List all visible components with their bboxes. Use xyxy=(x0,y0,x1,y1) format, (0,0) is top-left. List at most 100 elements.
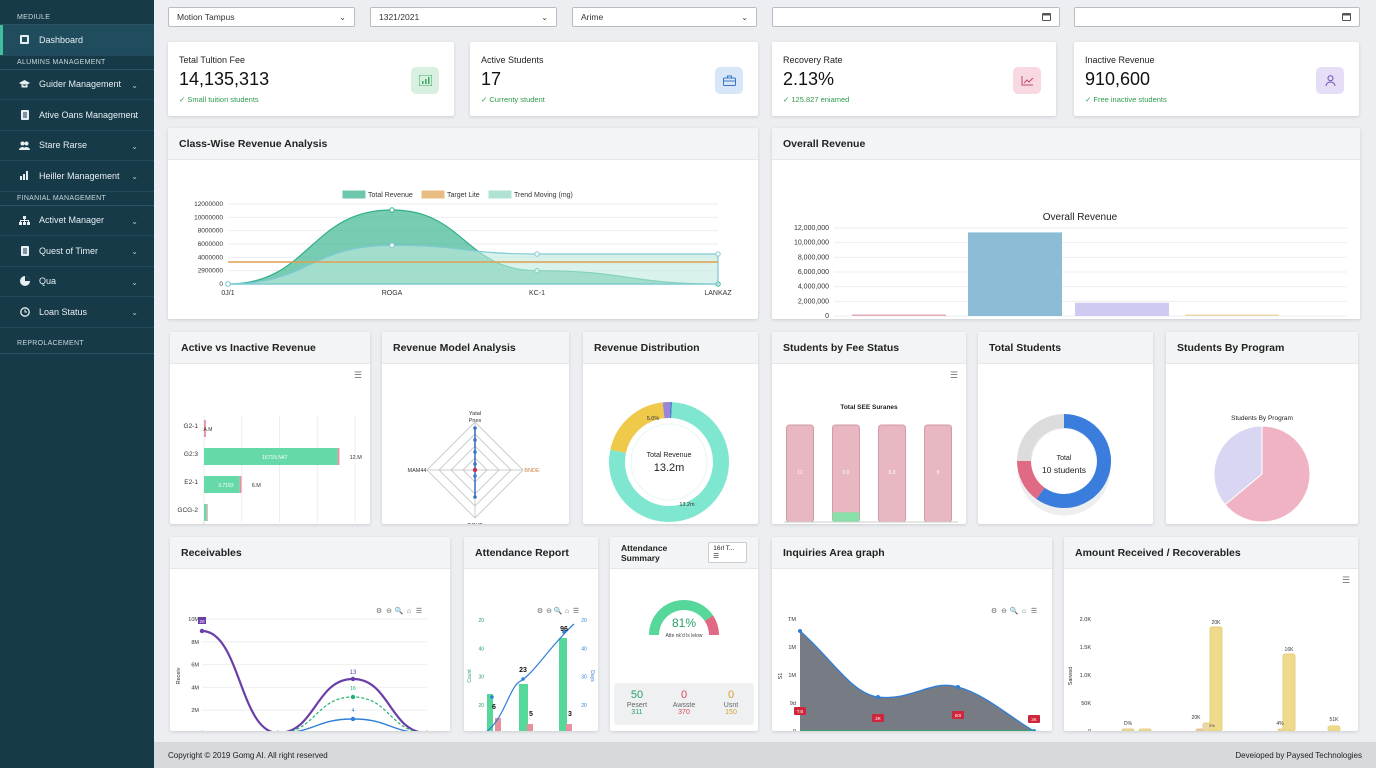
kpi-value: 14,135,313 xyxy=(179,69,270,89)
sidebar-item-loan-status[interactable]: Loan Status ⌄ xyxy=(0,297,154,328)
y-tick-label: GCG-2 xyxy=(177,507,198,514)
donut-slice xyxy=(610,402,665,454)
menu-icon[interactable]: ☰ xyxy=(949,370,958,380)
end-date-input[interactable] xyxy=(1074,7,1360,27)
y-tick-label: 6000000 xyxy=(198,241,224,248)
date-select[interactable]: 1321/2021 ⌄ xyxy=(370,7,557,27)
point-label: 20 xyxy=(199,619,205,624)
sidebar-item-activet[interactable]: Activet Manager ⌄ xyxy=(0,206,154,236)
briefcase-icon xyxy=(715,67,743,94)
campus-select[interactable]: Motion Tampus ⌄ xyxy=(168,7,355,27)
sidebar-item-dashboard[interactable]: Dashboard xyxy=(0,25,154,56)
card-title: Amount Received / Recoverables xyxy=(1064,537,1358,569)
period-dropdown[interactable]: 16rl T... ☰ xyxy=(708,542,747,563)
sidebar-item-qua[interactable]: Qua ⌄ xyxy=(0,267,154,297)
card-title: Overall Revenue xyxy=(772,128,1360,160)
y-axis-label: Count xyxy=(467,669,473,683)
donut-slice xyxy=(609,402,729,522)
sidebar-item-oans[interactable]: Ative Oans Management ⌄ xyxy=(0,100,154,131)
menu-icon[interactable]: ☰ xyxy=(353,370,362,380)
bar-label: 96 xyxy=(560,626,568,633)
gauge-remainder xyxy=(704,615,719,636)
attendance-report-card: Attendance Report ⚙⊖🔍⌂☰20204040303020200… xyxy=(464,537,598,731)
card-title: Inquiries Area graph xyxy=(772,537,1052,569)
toolbar-icon: ☰ xyxy=(573,608,579,615)
check-icon: ✓ xyxy=(1085,95,1092,104)
point-badge xyxy=(198,617,206,624)
y-tick-label: TM xyxy=(788,617,796,623)
y-tick-label: 4M xyxy=(191,685,199,691)
value-label: 20K xyxy=(1212,620,1222,626)
sidebar-item-stare[interactable]: Stare Rarse ⌄ xyxy=(0,131,154,161)
inquiries-area xyxy=(800,631,1034,731)
bar-label: A.M xyxy=(204,427,213,433)
program-select[interactable]: Arime ⌄ xyxy=(572,7,757,27)
data-point xyxy=(350,694,356,700)
present-bar xyxy=(519,684,528,731)
bar-chart-icon xyxy=(411,67,439,94)
sidebar-item-heiller[interactable]: Heiller Management ⌄ xyxy=(0,161,154,192)
chevron-down-icon: ⌄ xyxy=(339,12,346,22)
bar-label: 3.7193 xyxy=(218,483,234,489)
badge-label: 3K xyxy=(1031,717,1037,722)
y-tick-label: G2:3 xyxy=(184,451,198,458)
y-tick-label: E2-1 xyxy=(184,479,198,486)
amount-bar xyxy=(1121,728,1135,731)
chevron-down-icon: ⌄ xyxy=(131,172,138,181)
y-axis-label: Receiv xyxy=(176,667,182,684)
data-point xyxy=(521,677,525,681)
y-tick-label: 10000000 xyxy=(194,214,223,221)
start-date-input[interactable] xyxy=(772,7,1060,27)
active-bar xyxy=(204,448,338,465)
y-tick-label: 8M xyxy=(191,640,199,646)
kpi-subtitle: ✓ Currenty student xyxy=(481,95,545,104)
receivables-card: Receivables ⚙⊖🔍⌂☰10M8M6M4M2M0ReceivJN 1M… xyxy=(170,537,450,731)
active-bar xyxy=(204,476,240,493)
y-axis-label: Sarwed xyxy=(1068,667,1074,686)
y-axis-label: S1 xyxy=(778,673,784,680)
sidebar-item-quest[interactable]: Quest of Timer ⌄ xyxy=(0,236,154,267)
y2-axis-label: Days xyxy=(589,670,595,682)
y2-tick-label: 40 xyxy=(581,646,587,652)
pie-slice xyxy=(1224,425,1311,523)
students-by-program-chart: Students By ProgramIC2 1IC2 1CASS 2 xyxy=(1213,415,1311,523)
attendance-gauge: 81% Atte nk'd ls lelow xyxy=(649,600,719,639)
y-tick-label: 2,000,000 xyxy=(798,298,829,305)
pie-slice xyxy=(1213,425,1263,506)
calendar-icon xyxy=(1342,12,1351,23)
chevron-down-icon: ⌄ xyxy=(131,80,138,90)
y-tick-label: 4000000 xyxy=(198,254,224,261)
chevron-down-icon: ⌄ xyxy=(131,141,138,151)
data-point xyxy=(798,629,802,633)
kpi-value: 2.13% xyxy=(783,69,835,89)
y-tick-label: 10M xyxy=(188,617,199,623)
bar xyxy=(1075,302,1169,316)
sidebar-item-guider[interactable]: Guider Management ⌄ xyxy=(0,70,154,100)
x-tick-label: ROGA xyxy=(382,290,403,297)
kpi-title: Inactive Revenue xyxy=(1085,55,1155,65)
toolbar-icon: ⌂ xyxy=(407,608,411,615)
data-point xyxy=(389,207,395,213)
bar-label: 6 xyxy=(492,704,496,711)
graduation-cap-icon xyxy=(19,79,30,90)
y-tick-label: 6M xyxy=(191,663,199,669)
y-tick-label: 6,000,000 xyxy=(798,269,829,276)
bar xyxy=(852,314,946,316)
inactive-bar xyxy=(337,448,340,465)
y-tick-label: G2-1 xyxy=(184,423,199,430)
y-tick-label: 2.0K xyxy=(1080,617,1092,623)
toolbar-icon: 🔍 xyxy=(395,606,404,615)
value-badge xyxy=(872,714,884,722)
menu-icon[interactable]: ☰ xyxy=(1341,575,1350,585)
list-icon xyxy=(19,245,30,256)
kpi-card-tuition: Tetal Tultion Fee 14,135,313 ✓ Small tui… xyxy=(168,42,454,116)
kpi-title: Tetal Tultion Fee xyxy=(179,55,246,65)
radar-point xyxy=(473,474,477,478)
toolbar-icon: ⊖ xyxy=(386,608,392,615)
value-label: 16K xyxy=(1285,647,1295,653)
value-label: 4% xyxy=(1276,721,1284,727)
fee-status-chart: Total SEE Suranes12IC5 10.0IC3 26.3IC3 3… xyxy=(784,404,958,523)
overall-revenue-card: Overall Revenue Overall Revenue 12,000,00… xyxy=(772,128,1360,319)
card-title: Attendance Summary 16rl T... ☰ xyxy=(610,537,758,569)
kpi-card-active-students: Active Students 17 ✓ Currenty student xyxy=(470,42,758,116)
